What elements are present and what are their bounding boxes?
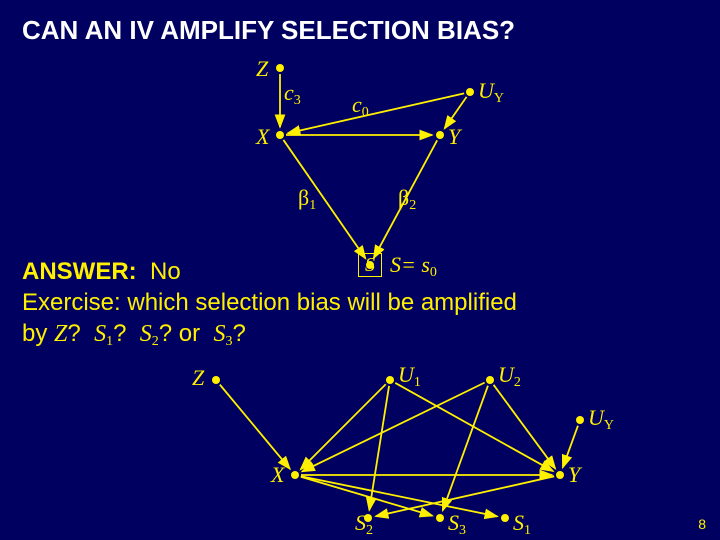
d2-label-S1: S1 [513,510,531,536]
page-number: 8 [698,516,706,532]
d2-label-S3: S3 [448,510,466,536]
d2-label-UY: UY [588,405,614,431]
d2-label-U1: U1 [398,362,421,388]
d2-label-U2: U2 [498,362,521,388]
d2-label-X: X [271,462,284,488]
d2-label-Z: Z [192,365,204,391]
d2-label-S2: S2 [355,510,373,536]
diagram-2 [0,0,720,540]
d2-label-Y: Y [568,462,580,488]
